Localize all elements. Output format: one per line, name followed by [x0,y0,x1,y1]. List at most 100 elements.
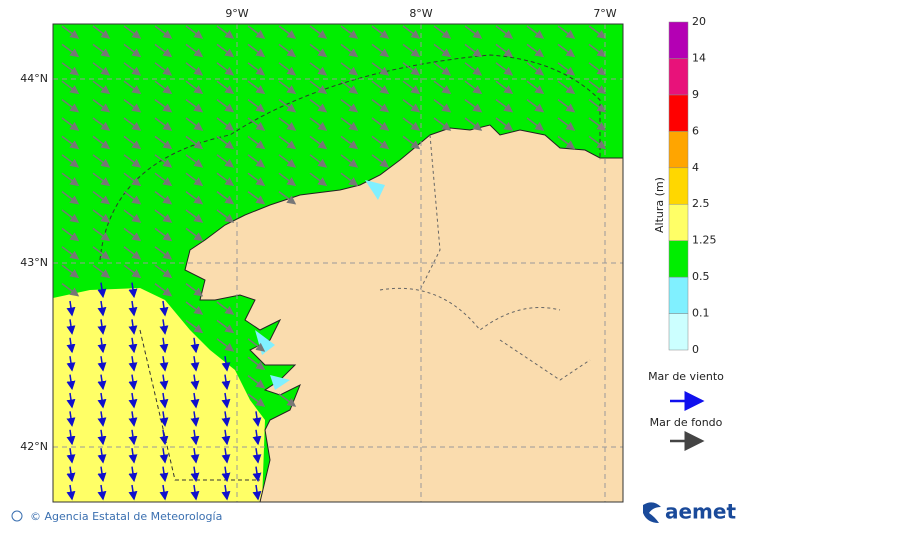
swell-arrow [588,62,607,76]
colorbar-label: 9 [692,88,699,101]
wind-sea-arrow [97,484,107,501]
wind-sea-arrow [97,392,107,409]
wind-sea-arrow [190,374,200,391]
lat-label: 44°N [20,72,48,85]
swell-arrow [278,172,297,187]
wind-sea-arrow [252,448,262,464]
colorbar-band [668,240,689,278]
swell-arrow [185,43,204,58]
wind-sea-arrow [159,319,169,335]
swell-arrow [154,25,173,39]
wind-sea-arrow [221,484,231,501]
swell-arrow [557,135,576,150]
swell-arrow [123,227,142,242]
swell-arrow [495,80,514,95]
legend-label: Mar de viento [648,370,724,383]
wind-sea-arrow [66,411,76,427]
swell-arrow [185,62,204,76]
swell-arrow [588,135,607,150]
swell-arrow [247,25,266,39]
swell-arrow [154,209,173,223]
swell-arrow [402,98,421,113]
swell-arrow [309,172,328,187]
logo-mark [643,502,661,523]
wind-sea-arrow [97,282,107,299]
colorbar-band [668,167,689,205]
swell-arrow [371,98,390,113]
swell-arrow [61,283,80,297]
graticule [53,24,623,502]
wind-sea-arrow [66,429,76,446]
swell-arrow [123,98,142,113]
swell-arrow [557,43,576,58]
wind-sea-arrow [66,392,76,409]
swell-arrow [61,209,80,223]
map [53,24,623,502]
colorbar-band [668,276,689,314]
wind-sea-arrow [159,411,169,427]
wind-sea-arrow [66,319,76,335]
copyright-icon [11,510,23,522]
wind-sea-arrow [190,484,200,501]
wind-sea-arrow [97,429,107,446]
swell-arrow [247,135,266,150]
wind-sea-arrow [128,300,138,317]
lon-label: 8°W [409,7,432,20]
swell-arrow [61,135,80,150]
swell-arrow [340,135,359,150]
swell-arrow [154,154,173,168]
swell-arrow [216,301,235,315]
swell-arrow [278,191,297,205]
colorbar-band [668,58,689,96]
swell-arrow [278,62,297,76]
swell-arrow [433,80,452,95]
swell-arrow [247,338,266,352]
swell-arrow [464,43,483,58]
wind-sea-arrow [221,411,231,427]
swell-arrow [340,80,359,95]
wind-sea-arrow [221,448,231,464]
swell-arrow [185,80,204,95]
swell-arrow [464,25,483,39]
swell-arrow [340,25,359,39]
swell-arrow [185,154,204,168]
swell-arrow [216,25,235,39]
high-wave-zone [53,288,265,502]
swell-arrow [402,135,421,150]
swell-arrow [123,25,142,39]
colorbar-title: Altura (m) [653,177,666,233]
wind-sea-arrow [252,429,262,446]
wind-sea-arrow [97,356,107,372]
swell-arrow [340,154,359,168]
swell-arrow [154,172,173,187]
swell-arrow [123,135,142,150]
swell-arrow [154,135,173,150]
swell-arrow [557,80,576,95]
swell-arrow [247,80,266,95]
swell-arrow [278,80,297,95]
swell-arrow [61,62,80,76]
swell-arrow [185,319,204,334]
swell-arrow [247,117,266,131]
wind-sea-arrow [128,448,138,464]
swell-arrow [92,227,111,242]
wind-sea-arrow [66,337,76,354]
colorbar-label: 14 [692,51,706,64]
swell-arrow [154,264,173,279]
wind-sea-arrow [66,448,76,464]
swell-arrow [61,117,80,131]
wind-sea-arrow [159,337,169,354]
colorbar-label: 1.25 [692,234,717,247]
swell-arrow [278,98,297,113]
swell-arrow [61,80,80,95]
colorbar-band [668,131,689,169]
wind-sea-arrow [190,392,200,409]
wind-sea-arrow [221,466,231,483]
swell-arrow [216,319,235,334]
swell-arrow [309,62,328,76]
swell-arrow [123,80,142,95]
wind-sea-arrow [97,319,107,335]
colorbar-label: 0 [692,343,699,356]
